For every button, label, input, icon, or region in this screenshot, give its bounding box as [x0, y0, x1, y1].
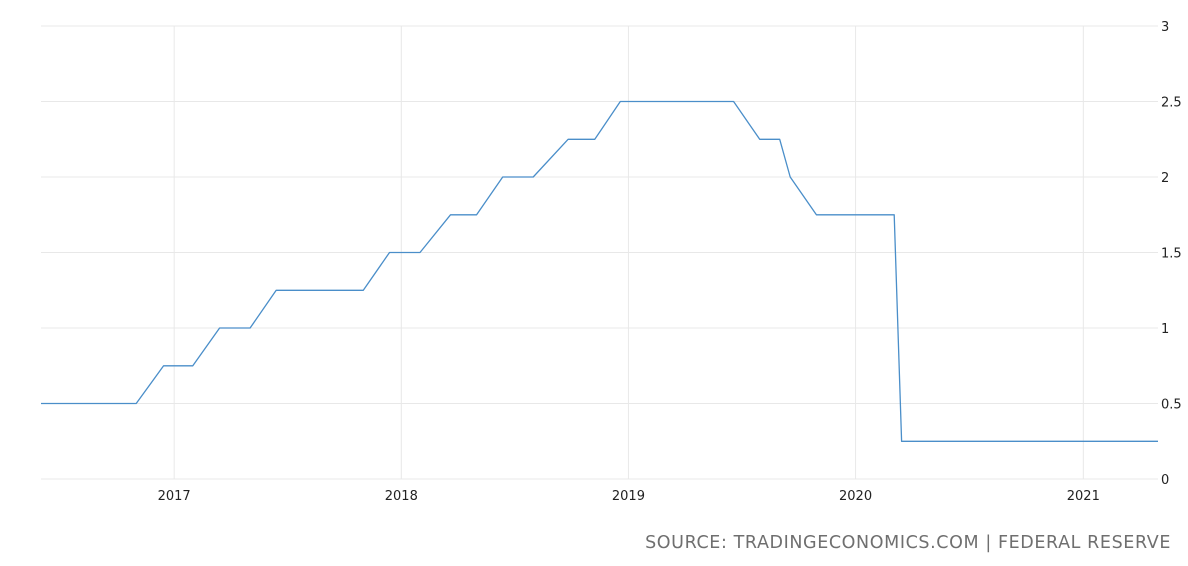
data-point [449, 213, 452, 216]
y-tick-label: 1 [1161, 322, 1169, 337]
y-tick-label: 2.5 [1161, 96, 1182, 111]
data-point [532, 176, 535, 179]
x-tick-label: 2021 [1067, 489, 1100, 504]
y-tick-label: 2 [1161, 171, 1169, 186]
data-point [815, 213, 818, 216]
x-tick-label: 2018 [385, 489, 418, 504]
y-tick-label: 0.5 [1161, 398, 1182, 413]
series-layer [40, 100, 1160, 443]
y-tick-label: 0 [1161, 473, 1169, 488]
source-attribution: SOURCE: TRADINGECONOMICS.COM | FEDERAL R… [645, 533, 1171, 553]
y-tick-label: 3 [1161, 20, 1169, 35]
data-point [362, 289, 365, 292]
data-point [593, 138, 596, 141]
data-point [1157, 440, 1160, 443]
x-tick-label: 2017 [158, 489, 191, 504]
data-point [758, 138, 761, 141]
data-point [778, 138, 781, 141]
data-point [218, 327, 221, 330]
data-point [249, 327, 252, 330]
data-point [275, 289, 278, 292]
data-point [900, 440, 903, 443]
x-axis: 2017 2018 2019 2020 2021 [158, 489, 1100, 504]
data-point [893, 213, 896, 216]
data-point [841, 213, 844, 216]
data-point [475, 213, 478, 216]
data-point [135, 402, 138, 405]
data-point [191, 364, 194, 367]
y-tick-label: 1.5 [1161, 247, 1182, 262]
series-line [41, 100, 1158, 442]
gridlines [41, 25, 1158, 480]
data-point [501, 176, 504, 179]
data-point [871, 213, 874, 216]
data-point [40, 402, 43, 405]
data-point [732, 100, 735, 103]
data-point [567, 138, 570, 141]
data-point [619, 100, 622, 103]
y-axis: 0 0.5 1 1.5 2 2.5 3 [1161, 20, 1182, 488]
data-point [418, 251, 421, 254]
x-tick-label: 2019 [612, 489, 645, 504]
data-point [162, 364, 165, 367]
data-point [388, 251, 391, 254]
data-point [789, 176, 792, 179]
x-tick-label: 2020 [839, 489, 872, 504]
